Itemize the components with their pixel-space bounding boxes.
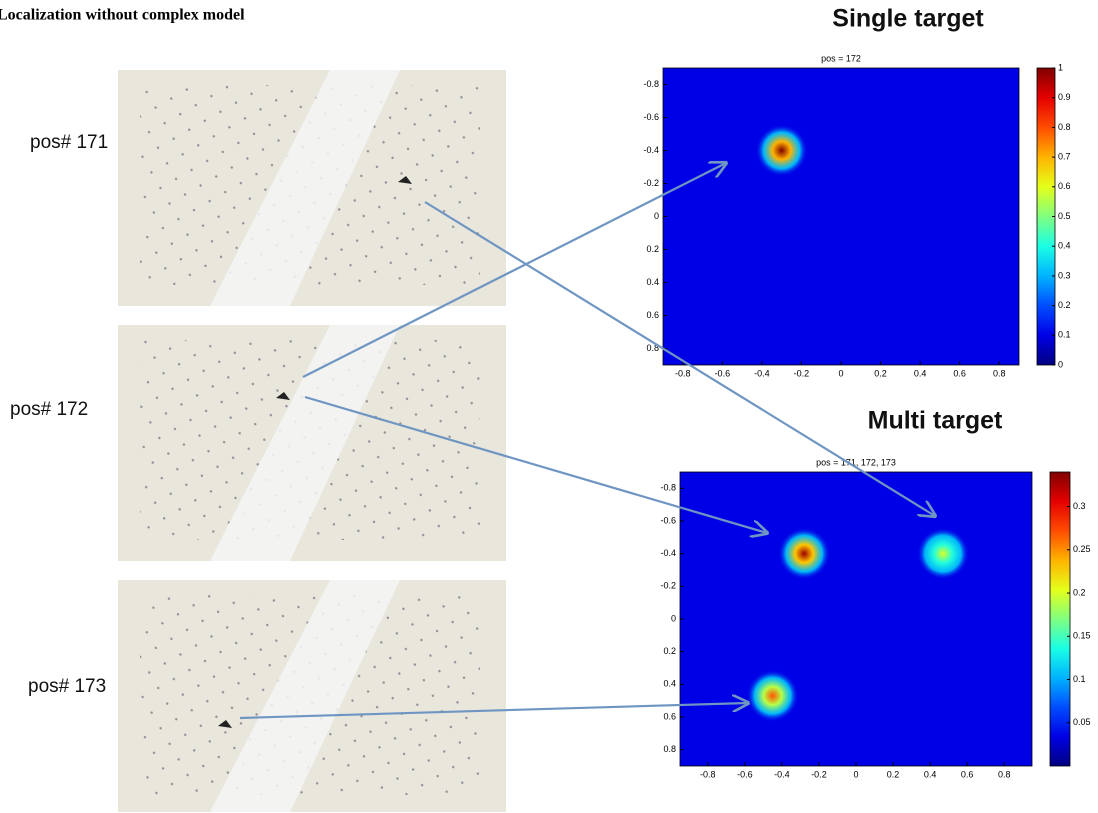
colorbar-tick-label: 0.2 bbox=[1058, 300, 1071, 310]
x-tick-label: 0.2 bbox=[874, 368, 887, 378]
x-tick-label: -0.8 bbox=[700, 769, 716, 779]
colorbar-tick-label: 0.2 bbox=[1073, 587, 1086, 597]
y-tick-label: 0.2 bbox=[646, 244, 659, 254]
photo bbox=[118, 70, 506, 306]
heatmap-peak bbox=[756, 125, 808, 177]
colorbar-tick-label: 1 bbox=[1058, 62, 1063, 72]
colorbar-tick-label: 0.3 bbox=[1058, 270, 1071, 280]
y-tick-label: -0.6 bbox=[660, 515, 676, 525]
y-tick-label: 0.6 bbox=[646, 310, 659, 320]
colorbar-tick-label: 0.7 bbox=[1058, 151, 1071, 161]
y-tick-label: 0.4 bbox=[663, 679, 676, 689]
photo-label: pos# 172 bbox=[10, 399, 88, 420]
y-tick-label: 0.2 bbox=[663, 646, 676, 656]
colorbar-tick-label: 0.15 bbox=[1073, 631, 1091, 641]
colorbar-tick-label: 0.5 bbox=[1058, 211, 1071, 221]
photo bbox=[118, 325, 506, 561]
photo-label: pos# 173 bbox=[28, 676, 106, 697]
colorbar bbox=[1050, 472, 1070, 766]
heatmap-title: pos = 171, 172, 173 bbox=[816, 457, 896, 467]
heatmap-peak bbox=[917, 528, 969, 580]
x-tick-label: -0.8 bbox=[675, 368, 691, 378]
heatmap-peak bbox=[747, 670, 799, 722]
y-tick-label: -0.8 bbox=[660, 483, 676, 493]
colorbar-tick-label: 0.9 bbox=[1058, 92, 1071, 102]
colorbar-tick-label: 0.1 bbox=[1058, 330, 1071, 340]
colorbar-tick-label: 0.8 bbox=[1058, 122, 1071, 132]
x-tick-label: -0.2 bbox=[811, 769, 827, 779]
photo bbox=[118, 580, 506, 812]
slide: Localization without complex model pos# … bbox=[0, 0, 1098, 813]
heatmap-title: pos = 172 bbox=[821, 53, 861, 63]
colorbar-tick-label: 0.3 bbox=[1073, 501, 1086, 511]
colorbar-tick-label: 0.4 bbox=[1058, 241, 1071, 251]
x-tick-label: 0 bbox=[853, 769, 858, 779]
y-tick-label: -0.2 bbox=[643, 178, 659, 188]
heatmap-peak bbox=[778, 528, 830, 580]
y-tick-label: 0 bbox=[671, 613, 676, 623]
y-tick-label: 0 bbox=[654, 211, 659, 221]
slide-title: Localization without complex model bbox=[0, 7, 245, 24]
x-tick-label: -0.6 bbox=[715, 368, 731, 378]
y-tick-label: 0.6 bbox=[663, 711, 676, 721]
x-tick-label: 0.4 bbox=[914, 368, 927, 378]
photo-label: pos# 171 bbox=[30, 132, 108, 153]
heatmap-heading: Single target bbox=[832, 5, 984, 33]
x-tick-label: 0.8 bbox=[998, 769, 1011, 779]
colorbar-tick-label: 0.25 bbox=[1073, 544, 1091, 554]
colorbar-tick-label: 0.05 bbox=[1073, 717, 1091, 727]
colorbar-tick-label: 0.1 bbox=[1073, 674, 1086, 684]
colorbar-tick-label: 0.6 bbox=[1058, 181, 1071, 191]
y-tick-label: -0.8 bbox=[643, 79, 659, 89]
y-tick-label: -0.6 bbox=[643, 112, 659, 122]
y-tick-label: -0.4 bbox=[660, 548, 676, 558]
x-tick-label: 0.8 bbox=[993, 368, 1006, 378]
x-tick-label: -0.6 bbox=[737, 769, 753, 779]
y-tick-label: -0.2 bbox=[660, 581, 676, 591]
x-tick-label: 0.2 bbox=[887, 769, 900, 779]
heatmap-background bbox=[663, 68, 1019, 365]
y-tick-label: -0.4 bbox=[643, 145, 659, 155]
x-tick-label: 0.4 bbox=[924, 769, 937, 779]
x-tick-label: -0.2 bbox=[794, 368, 810, 378]
colorbar-tick-label: 0 bbox=[1058, 359, 1063, 369]
y-tick-label: 0.4 bbox=[646, 277, 659, 287]
x-tick-label: 0.6 bbox=[953, 368, 966, 378]
x-tick-label: 0 bbox=[838, 368, 843, 378]
x-tick-label: -0.4 bbox=[754, 368, 770, 378]
x-tick-label: -0.4 bbox=[774, 769, 790, 779]
x-tick-label: 0.6 bbox=[961, 769, 974, 779]
heatmap-heading: Multi target bbox=[868, 407, 1003, 435]
y-tick-label: 0.8 bbox=[663, 744, 676, 754]
heatmap-background bbox=[680, 472, 1032, 766]
